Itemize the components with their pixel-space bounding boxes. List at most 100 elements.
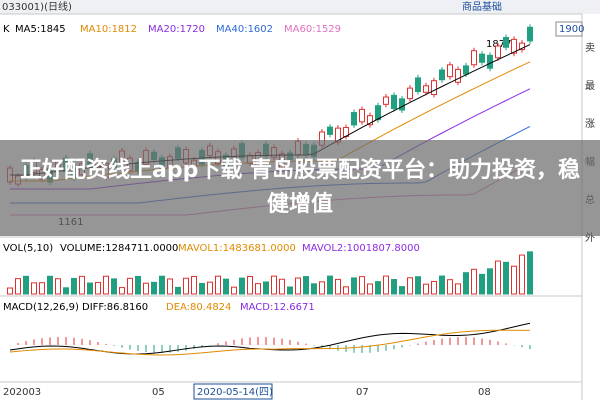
macd-label: MACD:12.6671	[240, 302, 315, 313]
volume-bar	[439, 275, 445, 295]
banner: 正好配资线上app下载 青岛股票配资平台：助力投资，稳健增值	[0, 140, 600, 236]
volume-bar	[527, 251, 533, 295]
volume-bar	[383, 275, 389, 295]
top-bar	[0, 0, 600, 14]
x-label: 05	[152, 387, 165, 398]
x-label: 202003	[3, 387, 41, 398]
banner-text: 正好配资线上app下载 青岛股票配资平台：助力投资，稳健增值	[20, 158, 581, 217]
volume-bar	[79, 275, 85, 295]
candle-body	[519, 42, 525, 51]
candle-body	[375, 105, 381, 121]
volume-bar	[175, 286, 181, 295]
volume-bar	[207, 281, 213, 295]
candle-body	[407, 87, 413, 100]
candle-body	[527, 26, 533, 42]
stock-code: 033001)(日线)	[2, 0, 72, 13]
candle-body	[367, 115, 373, 126]
volume-bar	[159, 275, 165, 295]
volume-bar	[503, 261, 509, 295]
volume-bar	[487, 268, 493, 295]
volume-bar	[407, 277, 413, 295]
candle-body	[431, 80, 437, 96]
candle-body	[383, 96, 389, 105]
side-label: 卖	[585, 42, 595, 54]
volume-bar	[447, 279, 453, 295]
vol-label: VOL(5,10)	[3, 243, 53, 254]
volume-bar	[87, 282, 93, 295]
scale-box	[555, 21, 583, 37]
side-label: 最	[585, 80, 595, 92]
volume-bar	[183, 277, 189, 295]
candle-body	[487, 54, 493, 69]
volume-bar	[31, 282, 37, 295]
candle-body	[391, 94, 397, 110]
volume-bar	[247, 276, 253, 295]
macd-label: MACD(12,26,9)	[3, 302, 79, 313]
volume-bar	[399, 286, 405, 295]
date-box	[193, 383, 273, 400]
candle-body	[463, 65, 469, 75]
macd-label: DEA:80.4824	[166, 302, 231, 313]
candle-body	[423, 85, 429, 93]
volume-bar	[375, 281, 381, 295]
volume-bar	[343, 286, 349, 295]
volume-bar	[143, 282, 149, 295]
volume-bar	[23, 275, 29, 295]
vol-label: VOLUME:1284711.0000	[60, 243, 178, 254]
volume-bar	[423, 283, 429, 295]
volume-bar	[295, 277, 301, 295]
volume-bar	[119, 287, 125, 295]
high-label: 1877	[486, 39, 511, 50]
volume-bar	[367, 283, 373, 295]
volume-bar	[63, 287, 69, 295]
candle-body	[455, 68, 461, 83]
macd-label: DIFF:86.8160	[82, 302, 148, 313]
volume-bar	[95, 282, 101, 295]
ma-label: MA5:1845	[15, 24, 66, 35]
side-label: 涨	[585, 118, 595, 130]
volume-bar	[127, 277, 133, 295]
candle-body	[399, 98, 405, 111]
volume-bar	[191, 275, 197, 295]
volume-bar	[135, 275, 141, 295]
x-label: 07	[356, 387, 369, 398]
volume-bar	[215, 275, 221, 295]
ma-label: MA10:1812	[80, 24, 137, 35]
volume-bar	[351, 277, 357, 295]
macd-line	[9, 329, 531, 356]
candle-body	[479, 53, 485, 63]
volume-bar	[511, 265, 517, 295]
volume-bar	[319, 281, 325, 295]
volume-bar	[223, 278, 229, 295]
candle-body	[511, 38, 517, 54]
volume-bar	[431, 280, 437, 295]
menu-button[interactable]: 商品基础	[462, 0, 502, 13]
volume-bar	[519, 254, 525, 295]
volume-bar	[111, 278, 117, 295]
k-label: K	[3, 24, 10, 35]
volume-bar	[415, 276, 421, 295]
candle-body	[503, 37, 509, 48]
candle-body	[351, 112, 357, 126]
volume-bar	[7, 287, 13, 295]
volume-bar	[103, 275, 109, 295]
volume-bar	[495, 260, 501, 295]
vol-label: MAVOL1:1483681.0000	[178, 243, 296, 254]
volume-bar	[359, 276, 365, 295]
volume-bar	[231, 286, 237, 295]
ma-label: MA40:1602	[216, 24, 273, 35]
volume-bar	[479, 273, 485, 295]
volume-bar	[287, 286, 293, 295]
volume-bar	[335, 278, 341, 295]
volume-bar	[255, 283, 261, 295]
volume-bar	[167, 278, 173, 295]
side-label: 外	[585, 232, 595, 244]
vol-label: MAVOL2:1001807.8000	[302, 243, 420, 254]
scale-label: 1900	[559, 24, 584, 35]
candle-body	[415, 77, 421, 93]
volume-bar	[151, 281, 157, 295]
volume-bar	[15, 278, 21, 295]
volume-bar	[47, 275, 53, 295]
candle-body	[495, 45, 501, 59]
candle-body	[359, 108, 365, 123]
